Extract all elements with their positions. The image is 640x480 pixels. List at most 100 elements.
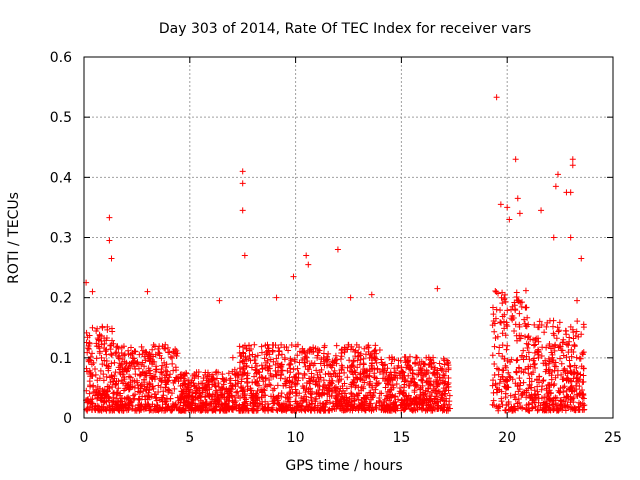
data-point bbox=[131, 384, 138, 391]
data-point bbox=[232, 371, 239, 378]
data-point bbox=[567, 393, 574, 400]
axis-ticks bbox=[83, 56, 614, 419]
data-point bbox=[136, 407, 143, 414]
data-point bbox=[331, 367, 338, 374]
data-point bbox=[108, 352, 115, 359]
data-point bbox=[396, 390, 403, 397]
data-point bbox=[87, 383, 94, 390]
data-point bbox=[372, 404, 379, 411]
data-point-peak bbox=[239, 168, 246, 175]
data-point bbox=[503, 378, 510, 385]
data-point bbox=[501, 295, 508, 302]
data-point bbox=[216, 400, 223, 407]
data-point bbox=[513, 357, 520, 364]
data-point bbox=[436, 360, 443, 367]
data-point bbox=[354, 364, 361, 371]
data-point bbox=[314, 371, 321, 378]
data-point bbox=[266, 362, 273, 369]
data-point bbox=[105, 367, 112, 374]
data-point bbox=[505, 369, 512, 376]
data-point bbox=[338, 366, 345, 373]
data-point-peak bbox=[334, 246, 341, 253]
data-point bbox=[166, 387, 173, 394]
data-point bbox=[86, 332, 93, 339]
data-point bbox=[308, 407, 315, 414]
data-point bbox=[490, 311, 497, 318]
data-point bbox=[239, 401, 246, 408]
data-point bbox=[114, 343, 121, 350]
data-point bbox=[570, 329, 577, 336]
data-point bbox=[332, 395, 339, 402]
data-point bbox=[113, 391, 120, 398]
data-point bbox=[491, 361, 498, 368]
data-point bbox=[415, 362, 422, 369]
data-point bbox=[277, 363, 284, 370]
data-point bbox=[323, 400, 330, 407]
data-point bbox=[170, 367, 177, 374]
data-point bbox=[568, 369, 575, 376]
data-point bbox=[89, 373, 96, 380]
data-point-peak bbox=[241, 252, 248, 259]
data-point bbox=[489, 382, 496, 389]
data-point bbox=[515, 388, 522, 395]
data-point bbox=[307, 394, 314, 401]
data-point bbox=[94, 377, 101, 384]
data-point bbox=[520, 379, 527, 386]
data-point bbox=[205, 377, 212, 384]
data-point bbox=[95, 343, 102, 350]
data-point bbox=[291, 356, 298, 363]
data-point bbox=[522, 333, 529, 340]
data-point bbox=[401, 373, 408, 380]
data-point bbox=[574, 318, 581, 325]
data-point bbox=[430, 359, 437, 366]
data-point bbox=[376, 394, 383, 401]
data-point bbox=[307, 362, 314, 369]
data-point bbox=[369, 354, 376, 361]
y-tick-label: 0.5 bbox=[50, 110, 72, 126]
data-point bbox=[568, 353, 575, 360]
data-point bbox=[442, 387, 449, 394]
data-point bbox=[296, 390, 303, 397]
data-point bbox=[314, 352, 321, 359]
data-point bbox=[543, 387, 550, 394]
data-point bbox=[275, 344, 282, 351]
data-point bbox=[252, 353, 259, 360]
data-point bbox=[215, 369, 222, 376]
data-point bbox=[576, 376, 583, 383]
data-point bbox=[83, 368, 90, 375]
data-point bbox=[162, 379, 169, 386]
chart-title: Day 303 of 2014, Rate Of TEC Index for r… bbox=[159, 21, 531, 37]
data-point bbox=[279, 367, 286, 374]
data-point bbox=[280, 382, 287, 389]
data-point bbox=[309, 400, 316, 407]
x-tick-label: 0 bbox=[80, 430, 89, 446]
data-point bbox=[507, 374, 514, 381]
data-point bbox=[406, 382, 413, 389]
data-point bbox=[431, 371, 438, 378]
data-point bbox=[499, 367, 506, 374]
data-point bbox=[508, 404, 515, 411]
data-point bbox=[150, 341, 157, 348]
data-point bbox=[143, 369, 150, 376]
data-point bbox=[502, 390, 509, 397]
data-point bbox=[236, 349, 243, 356]
data-point-peak bbox=[303, 252, 310, 259]
data-point bbox=[326, 361, 333, 368]
data-point bbox=[254, 378, 261, 385]
data-point bbox=[549, 351, 556, 358]
data-point bbox=[523, 394, 530, 401]
data-point bbox=[321, 344, 328, 351]
data-point bbox=[344, 374, 351, 381]
data-point bbox=[345, 400, 352, 407]
data-point bbox=[360, 360, 367, 367]
data-point bbox=[513, 369, 520, 376]
data-point bbox=[414, 401, 421, 408]
data-point bbox=[267, 356, 274, 363]
data-point bbox=[383, 406, 390, 413]
data-point bbox=[215, 380, 222, 387]
data-point bbox=[436, 374, 443, 381]
data-point bbox=[204, 407, 211, 414]
data-point bbox=[555, 344, 562, 351]
data-point bbox=[376, 347, 383, 354]
data-point bbox=[209, 391, 216, 398]
